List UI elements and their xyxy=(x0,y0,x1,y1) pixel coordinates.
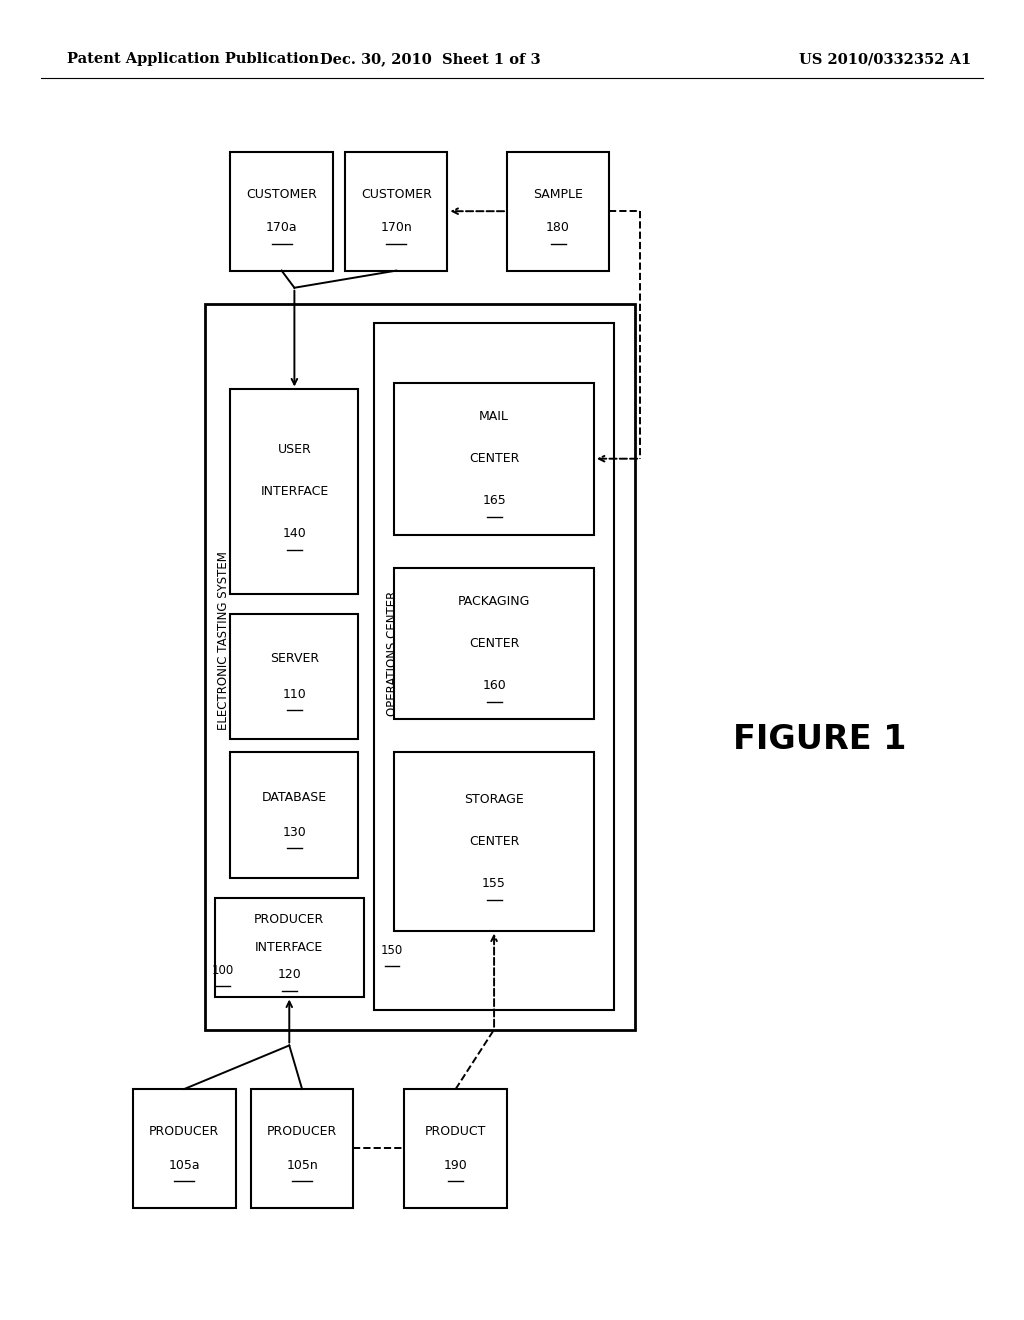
Text: 180: 180 xyxy=(546,222,570,235)
Text: PRODUCER: PRODUCER xyxy=(150,1125,219,1138)
Text: INTERFACE: INTERFACE xyxy=(260,486,329,498)
Bar xyxy=(230,752,358,878)
Bar xyxy=(394,752,594,931)
Text: 160: 160 xyxy=(482,680,506,692)
Bar xyxy=(345,152,447,271)
Text: PRODUCT: PRODUCT xyxy=(425,1125,486,1138)
Text: 105n: 105n xyxy=(286,1159,318,1172)
Text: 100: 100 xyxy=(212,964,234,977)
Text: PACKAGING: PACKAGING xyxy=(458,595,530,607)
Text: PRODUCER: PRODUCER xyxy=(267,1125,337,1138)
Text: CUSTOMER: CUSTOMER xyxy=(360,187,432,201)
Text: INTERFACE: INTERFACE xyxy=(255,941,324,953)
Text: 140: 140 xyxy=(283,528,306,540)
Text: PRODUCER: PRODUCER xyxy=(254,913,325,925)
Text: CENTER: CENTER xyxy=(469,453,519,465)
Text: 155: 155 xyxy=(482,878,506,890)
Bar xyxy=(230,614,358,739)
Bar xyxy=(133,1089,236,1208)
Text: OPERATIONS CENTER: OPERATIONS CENTER xyxy=(386,591,398,715)
Bar xyxy=(230,389,358,594)
Text: ELECTRONIC TASTING SYSTEM: ELECTRONIC TASTING SYSTEM xyxy=(217,550,229,730)
Text: DATABASE: DATABASE xyxy=(262,791,327,804)
Text: SERVER: SERVER xyxy=(270,652,318,665)
Text: Patent Application Publication: Patent Application Publication xyxy=(67,53,318,66)
Bar xyxy=(394,383,594,535)
Text: 105a: 105a xyxy=(169,1159,200,1172)
Text: 130: 130 xyxy=(283,826,306,840)
Text: MAIL: MAIL xyxy=(479,411,509,422)
Bar xyxy=(394,568,594,719)
Bar xyxy=(251,1089,353,1208)
Text: Dec. 30, 2010  Sheet 1 of 3: Dec. 30, 2010 Sheet 1 of 3 xyxy=(319,53,541,66)
Text: STORAGE: STORAGE xyxy=(464,793,524,805)
Text: CENTER: CENTER xyxy=(469,638,519,649)
Text: 170n: 170n xyxy=(380,222,413,235)
Bar xyxy=(404,1089,507,1208)
Text: 150: 150 xyxy=(381,944,403,957)
Text: US 2010/0332352 A1: US 2010/0332352 A1 xyxy=(799,53,971,66)
Bar xyxy=(215,898,364,997)
Text: 190: 190 xyxy=(443,1159,468,1172)
Text: SAMPLE: SAMPLE xyxy=(534,187,583,201)
Text: FIGURE 1: FIGURE 1 xyxy=(732,723,906,755)
Text: CENTER: CENTER xyxy=(469,836,519,847)
Text: 110: 110 xyxy=(283,688,306,701)
Text: 165: 165 xyxy=(482,495,506,507)
Text: USER: USER xyxy=(278,444,311,455)
Bar xyxy=(374,323,614,1010)
Text: 170a: 170a xyxy=(266,222,297,235)
Text: 120: 120 xyxy=(278,969,301,981)
Text: CUSTOMER: CUSTOMER xyxy=(246,187,317,201)
Bar xyxy=(507,152,609,271)
Bar xyxy=(205,304,635,1030)
Bar xyxy=(230,152,333,271)
